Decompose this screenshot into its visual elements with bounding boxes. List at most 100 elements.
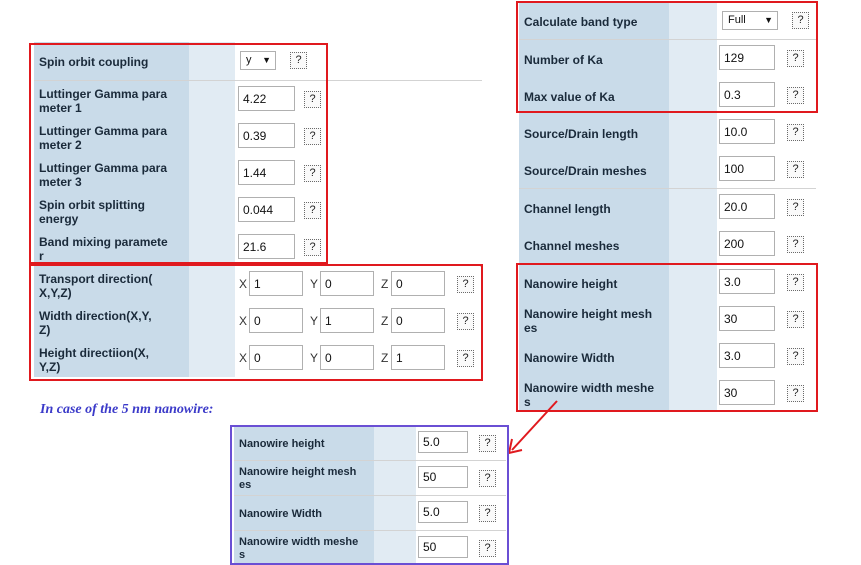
max-ka-label: Max value of Ka: [519, 77, 669, 114]
spin-orbit-select[interactable]: y ▼: [240, 51, 276, 70]
height-x-input[interactable]: [249, 345, 303, 370]
spin-orbit-row: Spin orbit coupling y ▼ ?: [34, 42, 482, 81]
dropdown-arrow-icon: ▼: [262, 55, 271, 65]
nw-width-meshes-label: Nanowire width meshe s: [519, 375, 669, 412]
band-type-label: Calculate band type: [519, 2, 669, 39]
width-y-input[interactable]: [320, 308, 374, 333]
help-icon[interactable]: ?: [792, 12, 809, 29]
help-icon[interactable]: ?: [290, 52, 307, 69]
spin-orbit-label: Spin orbit coupling: [34, 42, 189, 80]
nw-width-label: Nanowire Width: [519, 338, 669, 375]
nm5-nw-width-input[interactable]: [418, 501, 468, 523]
gamma1-input[interactable]: [238, 86, 295, 111]
nm5-nw-height-meshes-input[interactable]: [418, 466, 468, 488]
nm5-nw-width-meshes-row: Nanowire width meshes ?: [234, 531, 506, 564]
transport-direction-row: Transport direction(X,Y,Z) X Y Z ?: [34, 266, 480, 304]
nw-height-meshes-input[interactable]: [719, 306, 775, 331]
help-icon[interactable]: ?: [787, 274, 804, 291]
gamma2-input[interactable]: [238, 123, 295, 148]
transport-z-input[interactable]: [391, 271, 445, 296]
nw-height-label: Nanowire height: [519, 264, 669, 301]
width-x-input[interactable]: [249, 308, 303, 333]
nm5-nw-width-label: Nanowire Width: [234, 496, 374, 530]
gamma1-label: Luttinger Gamma para meter 1: [34, 81, 189, 118]
help-icon[interactable]: ?: [479, 505, 496, 522]
nm5-nw-height-meshes-row: Nanowire height meshes ?: [234, 461, 506, 496]
num-ka-row: Number of Ka ?: [519, 40, 816, 78]
help-icon[interactable]: ?: [304, 202, 321, 219]
note-text: In case of the 5 nm nanowire:: [40, 402, 214, 417]
sd-meshes-label: Source/Drain meshes: [519, 151, 669, 188]
height-y-input[interactable]: [320, 345, 374, 370]
max-ka-input[interactable]: [719, 82, 775, 107]
sd-length-input[interactable]: [719, 119, 775, 144]
help-icon[interactable]: ?: [787, 87, 804, 104]
help-icon[interactable]: ?: [479, 540, 496, 557]
nw-height-input[interactable]: [719, 269, 775, 294]
height-direction-label: Height directiion(X, Y,Z): [34, 340, 189, 377]
nm5-nw-width-row: Nanowire Width ?: [234, 496, 506, 531]
help-icon[interactable]: ?: [787, 124, 804, 141]
sd-length-row: Source/Drain length ?: [519, 114, 816, 152]
axis-x-label: X: [239, 277, 248, 291]
help-icon[interactable]: ?: [457, 276, 474, 293]
help-icon[interactable]: ?: [304, 91, 321, 108]
axis-y-label: Y: [310, 351, 319, 365]
help-icon[interactable]: ?: [787, 348, 804, 365]
gamma3-input[interactable]: [238, 160, 295, 185]
splitting-input[interactable]: [238, 197, 295, 222]
help-icon[interactable]: ?: [479, 470, 496, 487]
help-icon[interactable]: ?: [787, 161, 804, 178]
band-mixing-input[interactable]: [238, 234, 295, 259]
height-z-input[interactable]: [391, 345, 445, 370]
nw-width-meshes-row: Nanowire width meshes ?: [519, 375, 816, 412]
transport-direction-label: Transport direction(X,Y,Z): [34, 266, 189, 303]
gamma3-label: Luttinger Gamma para meter 3: [34, 155, 189, 192]
help-icon[interactable]: ?: [787, 236, 804, 253]
help-icon[interactable]: ?: [479, 435, 496, 452]
num-ka-input[interactable]: [719, 45, 775, 70]
nw-width-meshes-input[interactable]: [719, 380, 775, 405]
channel-length-label: Channel length: [519, 189, 669, 226]
nm5-nw-height-row: Nanowire height ?: [234, 426, 506, 461]
help-icon[interactable]: ?: [304, 239, 321, 256]
axis-y-label: Y: [310, 277, 319, 291]
sd-meshes-row: Source/Drain meshes ?: [519, 151, 816, 189]
channel-meshes-input[interactable]: [719, 231, 775, 256]
help-icon[interactable]: ?: [304, 128, 321, 145]
transport-y-input[interactable]: [320, 271, 374, 296]
nw-height-meshes-row: Nanowire height meshes ?: [519, 301, 816, 339]
nw-height-row: Nanowire height ?: [519, 264, 816, 302]
nm5-nw-width-meshes-input[interactable]: [418, 536, 468, 558]
channel-meshes-label: Channel meshes: [519, 226, 669, 263]
gamma2-label: Luttinger Gamma para meter 2: [34, 118, 189, 155]
channel-length-input[interactable]: [719, 194, 775, 219]
splitting-label: Spin orbit splitting energy: [34, 192, 189, 229]
channel-meshes-row: Channel meshes ?: [519, 226, 816, 264]
help-icon[interactable]: ?: [787, 199, 804, 216]
help-icon[interactable]: ?: [787, 311, 804, 328]
help-icon[interactable]: ?: [787, 385, 804, 402]
axis-z-label: Z: [381, 277, 389, 291]
help-icon[interactable]: ?: [304, 165, 321, 182]
channel-length-row: Channel length ?: [519, 189, 816, 227]
axis-z-label: Z: [381, 351, 389, 365]
transport-x-input[interactable]: [249, 271, 303, 296]
nm5-nw-height-input[interactable]: [418, 431, 468, 453]
num-ka-label: Number of Ka: [519, 40, 669, 77]
width-direction-row: Width direction(X,Y,Z) X Y Z ?: [34, 303, 480, 341]
sd-meshes-input[interactable]: [719, 156, 775, 181]
help-icon[interactable]: ?: [457, 350, 474, 367]
band-type-select[interactable]: Full ▼: [722, 11, 778, 30]
arrow-icon: [507, 400, 558, 455]
nw-width-input[interactable]: [719, 343, 775, 368]
sd-length-label: Source/Drain length: [519, 114, 669, 151]
width-z-input[interactable]: [391, 308, 445, 333]
help-icon[interactable]: ?: [457, 313, 474, 330]
help-icon[interactable]: ?: [787, 50, 804, 67]
axis-x-label: X: [239, 314, 248, 328]
